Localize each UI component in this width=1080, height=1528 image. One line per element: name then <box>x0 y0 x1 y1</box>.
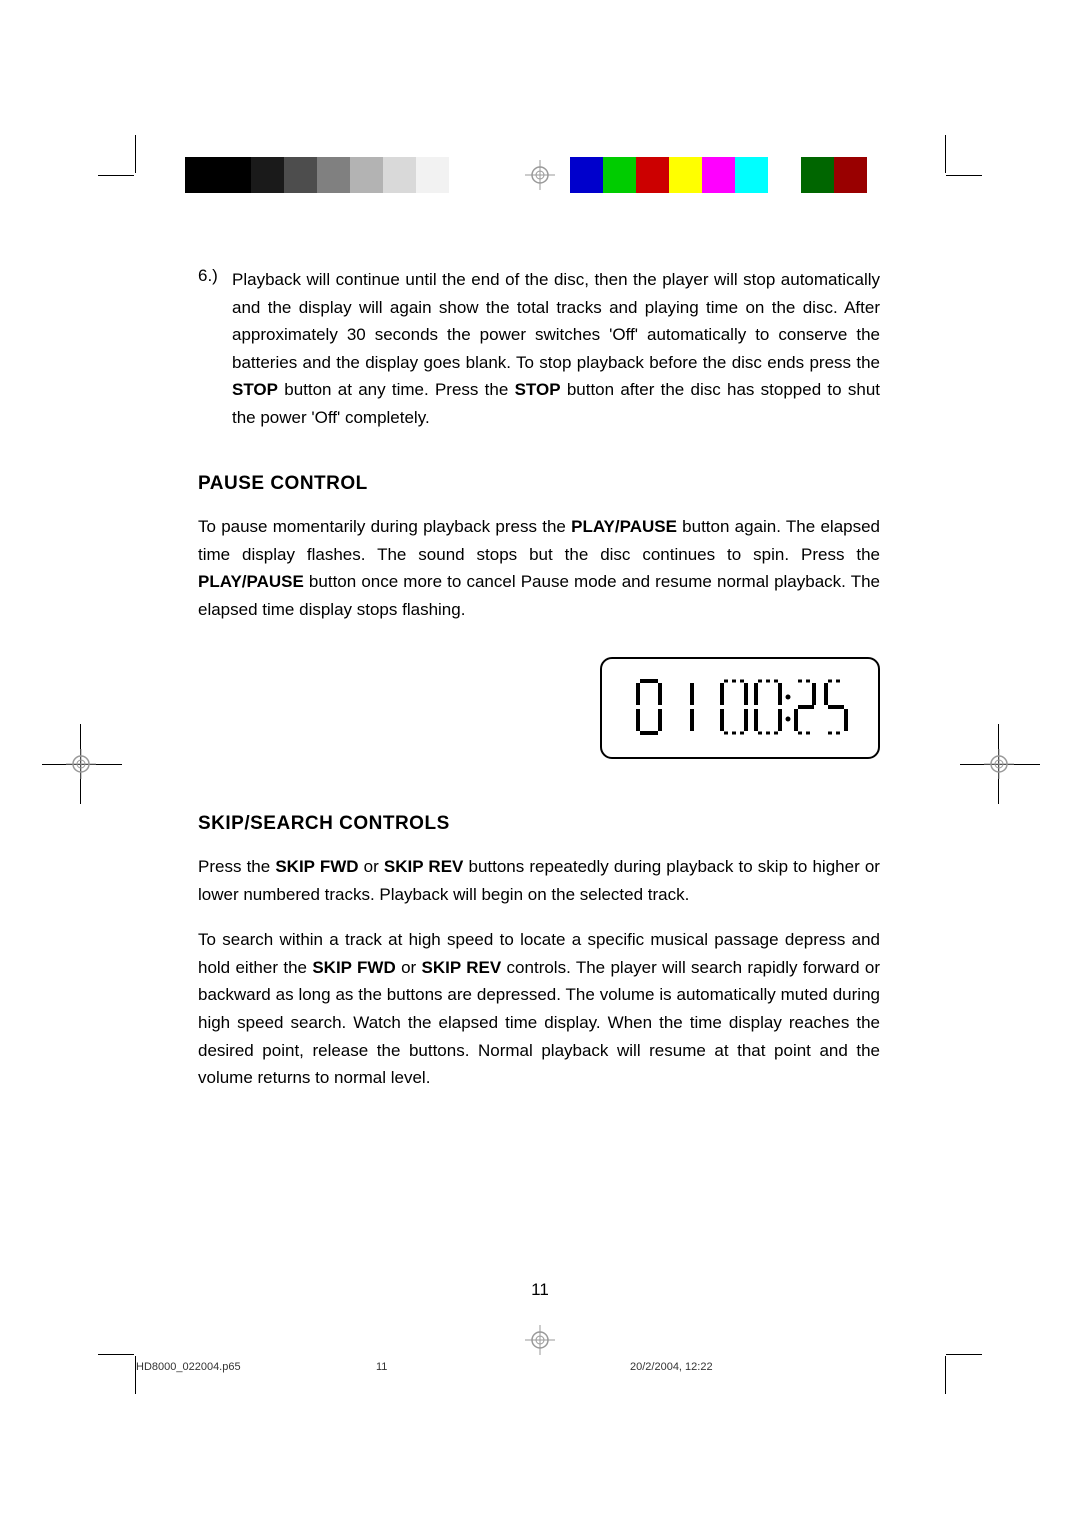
footer-filename: HD8000_022004.p65 <box>136 1361 241 1373</box>
crop-mark <box>135 135 136 173</box>
lcd-screen <box>600 657 880 759</box>
skip-paragraph-1: Press the SKIP FWD or SKIP REV buttons r… <box>198 853 880 908</box>
numbered-list-item: 6.) Playback will continue until the end… <box>198 266 880 431</box>
registration-mark-icon <box>984 749 1014 779</box>
seven-segment-display-icon <box>630 673 850 743</box>
grayscale-calibration-bar <box>185 157 482 193</box>
footer-page: 11 <box>376 1361 387 1373</box>
crop-mark <box>945 135 946 173</box>
registration-mark-icon <box>525 160 555 190</box>
crop-mark <box>98 175 134 176</box>
color-calibration-bar <box>570 157 867 193</box>
registration-mark-icon <box>66 749 96 779</box>
page-number: 11 <box>0 1280 1080 1300</box>
crop-mark <box>98 1354 134 1355</box>
skip-paragraph-2: To search within a track at high speed t… <box>198 926 880 1091</box>
crop-mark <box>946 175 982 176</box>
registration-mark-icon <box>525 1325 555 1355</box>
footer-date: 20/2/2004, 12:22 <box>630 1361 713 1373</box>
crop-mark <box>945 1356 946 1394</box>
lcd-display-illustration <box>198 657 880 759</box>
section-heading-skip: SKIP/SEARCH CONTROLS <box>198 813 880 835</box>
crop-mark <box>946 1354 982 1355</box>
section-heading-pause: PAUSE CONTROL <box>198 473 880 495</box>
pause-paragraph: To pause momentarily during playback pre… <box>198 513 880 623</box>
page-content: 6.) Playback will continue until the end… <box>198 266 880 1110</box>
item-number: 6.) <box>198 266 232 431</box>
item-text: Playback will continue until the end of … <box>232 266 880 431</box>
